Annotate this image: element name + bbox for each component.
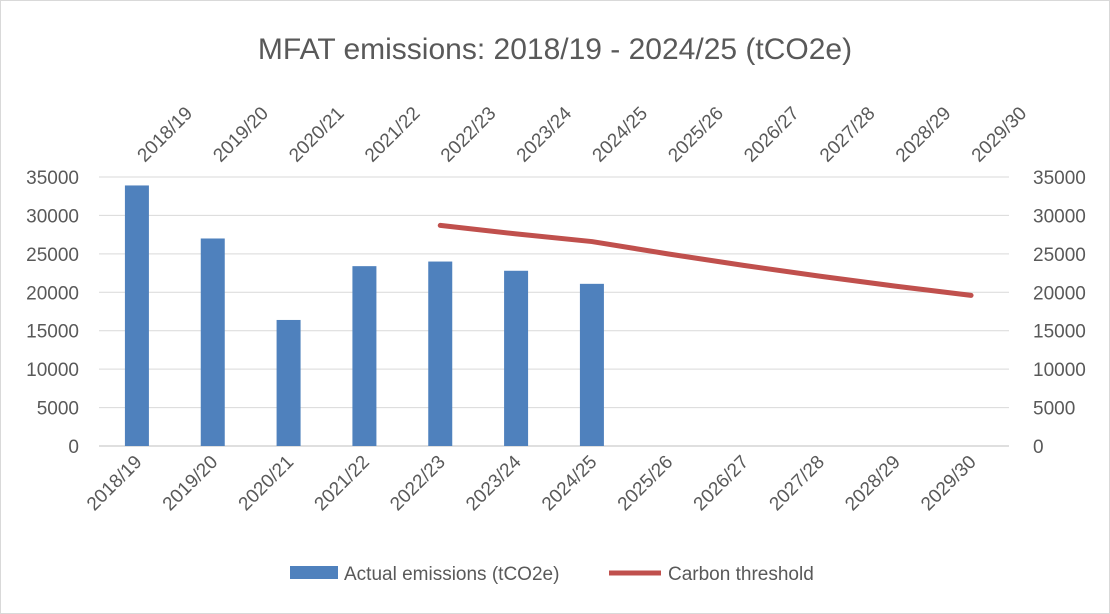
bar <box>124 185 149 446</box>
y-tick-label-right: 30000 <box>1033 206 1086 227</box>
x-tick-label-top: 2021/22 <box>361 103 424 166</box>
x-tick-label-bottom: 2024/25 <box>538 452 601 515</box>
y-tick-label-right: 10000 <box>1033 360 1086 381</box>
legend: Actual emissions (tCO2e) Carbon threshold <box>290 564 814 585</box>
x-tick-label-top: 2022/23 <box>437 103 500 166</box>
y-tick-label-left: 10000 <box>26 360 79 381</box>
y-tick-label-right: 20000 <box>1033 283 1086 304</box>
x-tick-label-bottom: 2019/20 <box>159 452 222 515</box>
y-tick-label-left: 20000 <box>26 283 79 304</box>
x-tick-label-top: 2023/24 <box>513 103 577 167</box>
x-tick-label-top: 2028/29 <box>892 103 955 166</box>
y-tick-label-right: 15000 <box>1033 322 1086 343</box>
bar <box>428 261 453 446</box>
x-tick-label-bottom: 2026/27 <box>690 452 753 515</box>
grid-lines <box>99 176 1009 447</box>
top-x-axis: 2018/19 2019/20 2020/21 2021/22 2022/23 2023/… <box>134 103 1032 167</box>
x-tick-label-top: 2025/26 <box>664 103 727 166</box>
y-tick-label-right: 0 <box>1033 437 1044 458</box>
right-y-axis: 0 5000 10000 15000 20000 25000 30000 35000 <box>1033 168 1086 458</box>
x-tick-label-top: 2026/27 <box>740 103 803 166</box>
x-tick-label-top: 2018/19 <box>134 103 197 166</box>
x-tick-label-bottom: 2020/21 <box>235 452 298 515</box>
x-tick-label-bottom: 2018/19 <box>83 452 146 515</box>
series-line <box>437 222 974 298</box>
legend-label-bars: Actual emissions (tCO2e) <box>344 564 559 585</box>
bar <box>579 283 604 446</box>
bar <box>276 319 301 446</box>
x-tick-label-bottom: 2025/26 <box>614 452 677 515</box>
y-tick-label-left: 0 <box>68 437 79 458</box>
bar-series <box>124 185 604 446</box>
y-tick-label-left: 25000 <box>26 245 79 266</box>
x-tick-label-bottom: 2023/24 <box>462 451 526 515</box>
bar <box>200 238 225 446</box>
legend-swatch-bars <box>290 566 338 579</box>
y-tick-label-left: 35000 <box>26 168 79 189</box>
x-tick-label-bottom: 2029/30 <box>917 452 980 515</box>
left-y-axis: 0 5000 10000 15000 20000 25000 30000 35000 <box>26 168 79 458</box>
y-tick-label-left: 30000 <box>26 206 79 227</box>
x-tick-label-bottom: 2028/29 <box>841 452 904 515</box>
y-tick-label-right: 5000 <box>1033 399 1075 420</box>
x-tick-label-top: 2024/25 <box>589 103 652 166</box>
chart-title: MFAT emissions: 2018/19 - 2024/25 (tCO2e… <box>258 33 852 66</box>
y-tick-label-right: 35000 <box>1033 168 1086 189</box>
y-tick-label-left: 5000 <box>37 399 79 420</box>
bar <box>352 266 377 446</box>
x-tick-label-top: 2019/20 <box>209 103 272 166</box>
x-tick-label-bottom: 2021/22 <box>311 452 374 515</box>
x-tick-label-top: 2029/30 <box>968 103 1031 166</box>
bar <box>504 270 529 446</box>
y-tick-label-right: 25000 <box>1033 245 1086 266</box>
x-tick-label-bottom: 2022/23 <box>386 452 449 515</box>
x-tick-label-top: 2027/28 <box>816 103 879 166</box>
legend-label-line: Carbon threshold <box>668 564 814 585</box>
line-series <box>437 222 974 298</box>
x-tick-label-bottom: 2027/28 <box>766 452 829 515</box>
x-tick-label-top: 2020/21 <box>285 103 348 166</box>
y-tick-label-left: 15000 <box>26 322 79 343</box>
bottom-x-axis: 2018/19 2019/20 2020/21 2021/22 2022/23 2023/… <box>83 451 981 515</box>
